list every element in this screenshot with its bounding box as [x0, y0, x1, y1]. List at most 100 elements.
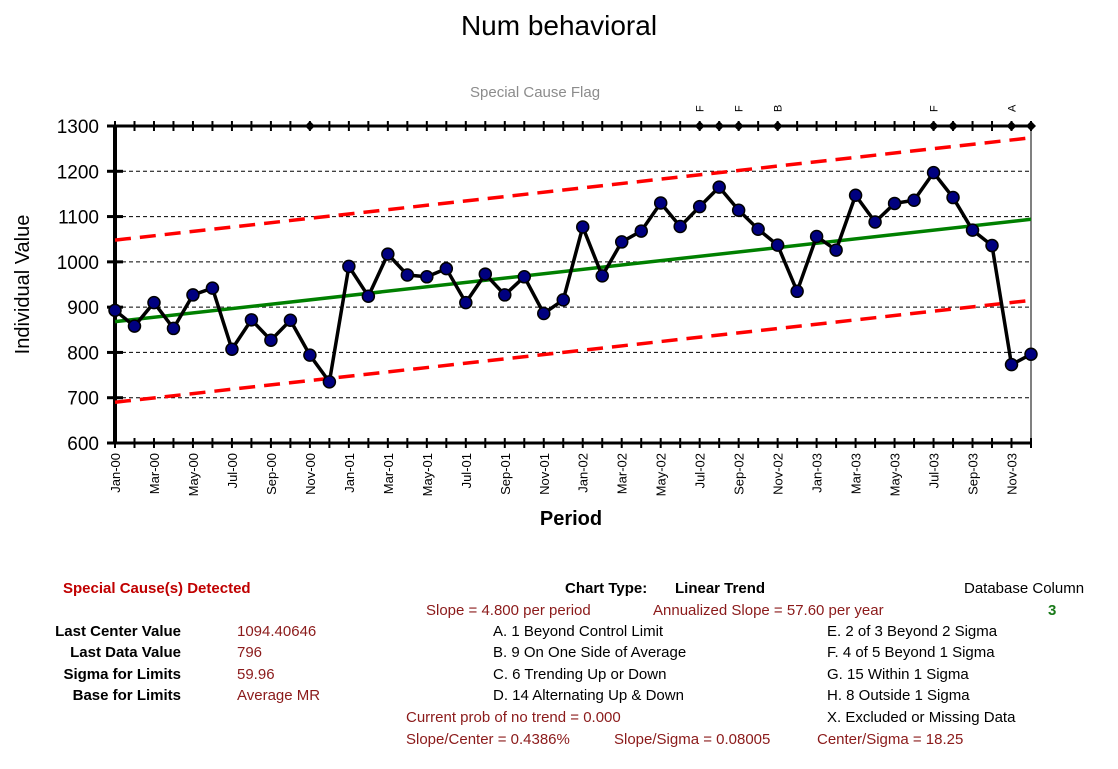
data-point	[985, 238, 999, 253]
data-point	[166, 321, 181, 336]
data-point	[225, 342, 239, 357]
stat-value: 1094.40646	[237, 623, 317, 640]
flag-marker	[1026, 121, 1036, 131]
data-point	[322, 375, 337, 389]
data-point	[790, 284, 804, 299]
x-tick-label: Nov-00	[303, 453, 318, 495]
x-tick-label: Sep-01	[498, 453, 513, 495]
data-point	[459, 295, 473, 310]
data-point	[1004, 357, 1019, 372]
data-point	[400, 268, 415, 282]
center-sigma-text: Center/Sigma = 18.25	[817, 731, 964, 748]
stat-label: Sigma for Limits	[63, 666, 181, 683]
data-point	[770, 238, 785, 252]
x-tick-label: Jul-01	[459, 453, 474, 488]
rule-item: A. 1 Beyond Control Limit	[493, 623, 664, 640]
slope-sigma-text: Slope/Sigma = 0.08005	[614, 731, 771, 748]
data-point	[498, 288, 512, 302]
flag-label: F	[734, 105, 746, 112]
chart-title: Num behavioral	[460, 10, 658, 41]
center-line	[114, 217, 1032, 324]
flag-marker	[694, 121, 705, 131]
rule-item: B. 9 On One Side of Average	[493, 644, 687, 661]
rule-item: D. 14 Alternating Up & Down	[493, 687, 684, 704]
y-tick-label: 800	[67, 343, 99, 364]
flag-marker	[1006, 121, 1017, 131]
data-point	[186, 288, 200, 302]
x-tick-label: Sep-02	[732, 453, 747, 495]
rule-item: H. 8 Outside 1 Sigma	[827, 687, 970, 704]
flag-label: A	[1007, 104, 1019, 112]
x-tick-label: Sep-00	[264, 453, 279, 495]
x-tick-label: Sep-03	[966, 453, 981, 495]
database-column-label: Database Column	[964, 580, 1085, 597]
data-point	[283, 313, 298, 328]
data-point	[887, 196, 902, 211]
x-tick-label: Jan-03	[810, 453, 825, 493]
x-tick-label: Nov-01	[537, 453, 552, 495]
rule-item: G. 15 Within 1 Sigma	[827, 666, 969, 683]
y-tick-label: 900	[67, 298, 99, 319]
data-point	[244, 313, 259, 327]
x-tick-label: Jan-02	[576, 453, 591, 493]
lower-control-limit	[114, 298, 1032, 404]
data-point	[517, 270, 532, 284]
annualized-slope-text: Annualized Slope = 57.60 per year	[653, 602, 884, 619]
y-tick-label: 1100	[58, 208, 99, 229]
stat-value: 796	[237, 644, 263, 661]
x-tick-label: Mar-02	[615, 453, 630, 494]
x-tick-label: May-03	[888, 453, 903, 496]
x-tick-label: Nov-03	[1005, 453, 1020, 495]
y-tick-label: 700	[67, 389, 99, 410]
data-point	[361, 289, 376, 304]
stat-label: Base for Limits	[72, 687, 181, 704]
y-axis-label: Individual Value	[12, 215, 34, 355]
chart-type-value: Linear Trend	[675, 580, 766, 597]
flag-marker	[714, 121, 725, 131]
stat-value: 59.96	[237, 666, 275, 683]
data-point	[614, 235, 629, 249]
data-point	[595, 269, 609, 283]
stat-label: Last Center Value	[55, 623, 181, 640]
slope-center-text: Slope/Center = 0.4386%	[406, 731, 570, 748]
data-point	[303, 348, 317, 362]
data-point	[127, 319, 142, 333]
data-point	[965, 223, 980, 237]
flag-label: F	[929, 105, 941, 112]
x-tick-label: May-01	[420, 453, 435, 496]
data-point	[809, 229, 824, 244]
data-point	[907, 193, 921, 208]
x-tick-label: Jul-00	[225, 453, 240, 488]
data-point	[420, 270, 434, 284]
data-point	[829, 243, 843, 257]
data-point	[868, 215, 882, 229]
y-tick-label: 1000	[57, 253, 99, 274]
data-point	[381, 247, 395, 261]
rule-item: X. Excluded or Missing Data	[827, 709, 1016, 726]
flag-marker	[304, 121, 315, 131]
x-tick-label: Jul-03	[927, 453, 942, 488]
data-point	[1024, 347, 1038, 361]
data-point	[731, 203, 746, 217]
data-point	[264, 333, 278, 347]
data-point	[537, 306, 551, 321]
data-point	[634, 224, 648, 238]
x-tick-label: May-02	[654, 453, 669, 496]
data-point	[926, 165, 941, 180]
data-point	[556, 293, 571, 307]
chart-type-label: Chart Type:	[565, 580, 648, 597]
rule-item: F. 4 of 5 Beyond 1 Sigma	[827, 644, 995, 661]
data-point	[205, 281, 220, 295]
data-point	[692, 199, 707, 214]
data-point	[108, 303, 122, 318]
data-point	[653, 196, 668, 210]
rule-item: E. 2 of 3 Beyond 2 Sigma	[827, 623, 998, 640]
flag-label: B	[773, 105, 785, 112]
data-point	[848, 188, 863, 203]
y-tick-label: 1300	[57, 117, 99, 138]
x-tick-label: Mar-00	[147, 453, 162, 494]
prob-text: Current prob of no trend = 0.000	[406, 709, 621, 726]
database-column-value: 3	[1048, 602, 1057, 619]
upper-control-limit	[114, 136, 1032, 242]
